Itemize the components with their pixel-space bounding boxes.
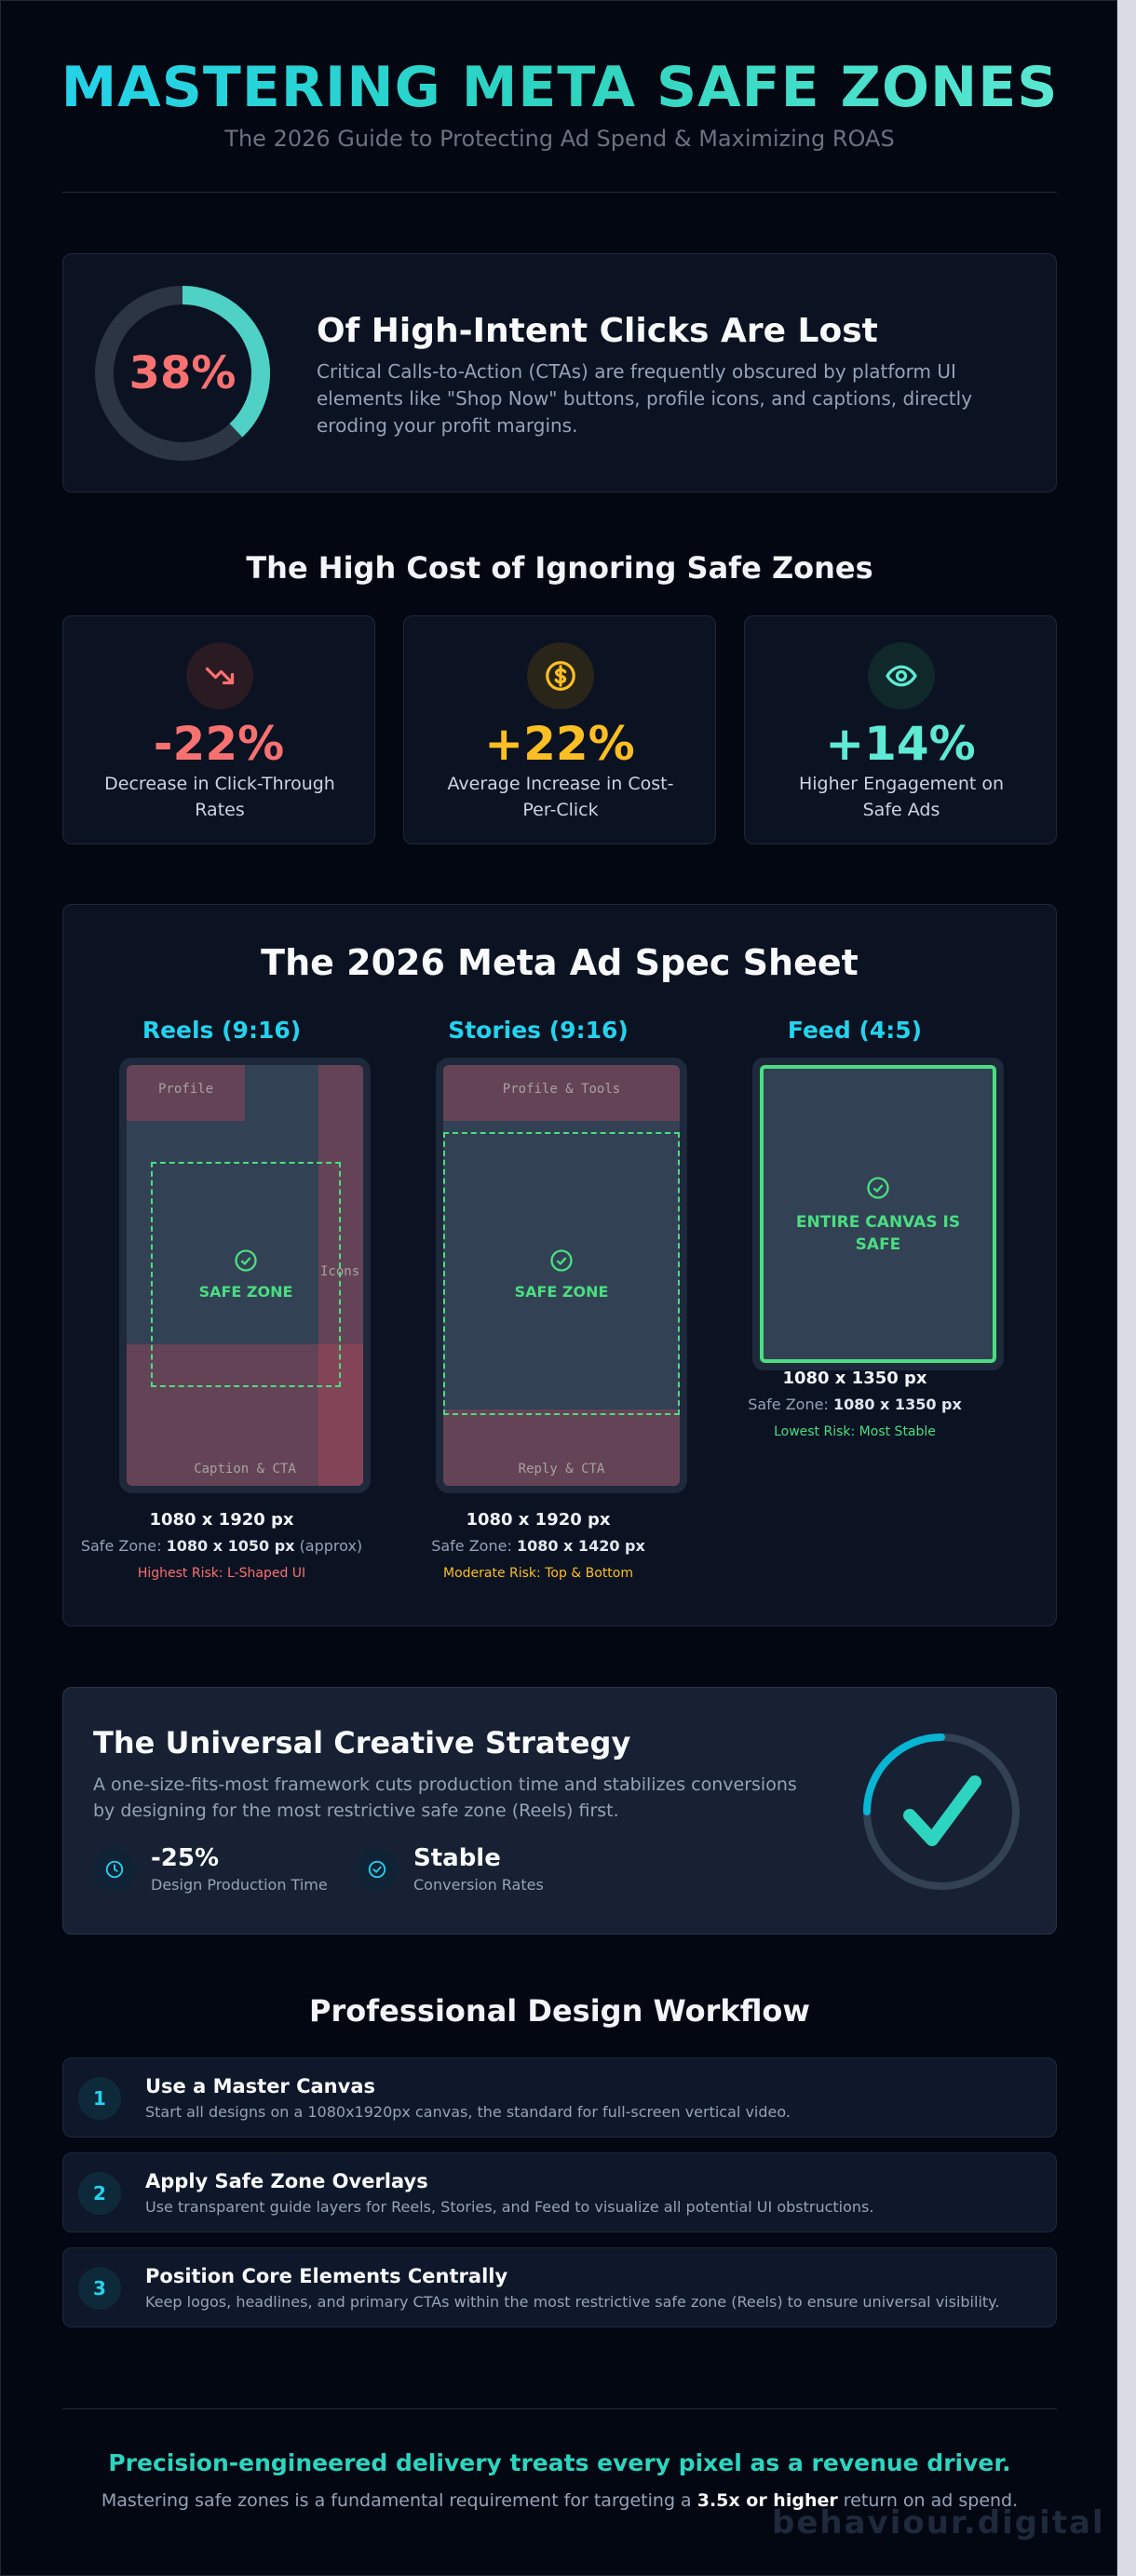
step-number: 1 [78, 2077, 121, 2120]
stories-title: Stories (9:16) [448, 1017, 629, 1044]
reels-safe-zone-outline [151, 1162, 341, 1387]
reels-safe-size: Safe Zone: 1080 x 1050 px (approx) [80, 1537, 363, 1555]
reels-specs: 1080 x 1920 px Safe Zone: 1080 x 1050 px… [63, 1510, 380, 1581]
page-subtitle: The 2026 Guide to Protecting Ad Spend & … [224, 126, 895, 152]
hero-body: Critical Calls-to-Action (CTAs) are freq… [317, 360, 973, 437]
reels-profile-zone [127, 1065, 245, 1121]
reels-safe-label: SAFE ZONE [198, 1283, 293, 1301]
stat-card-ctr: -22% Decrease in Click-Through Rates [62, 615, 375, 844]
step-title: Position Core Elements Centrally [145, 2265, 508, 2287]
reels-dimensions: 1080 x 1920 px [149, 1510, 294, 1530]
reels-risk: Highest Risk: L-Shaped UI [137, 1566, 306, 1581]
stories-dimensions: 1080 x 1920 px [466, 1510, 611, 1530]
strategy-title: The Universal Creative Strategy [93, 1725, 631, 1760]
stat-value: -22% [153, 717, 285, 771]
kpi-conversion: Stable Conversion Rates [356, 1844, 544, 1894]
stories-specs: 1080 x 1920 px Safe Zone: 1080 x 1420 px… [380, 1510, 696, 1581]
stat-card-engagement: +14% Higher Engagement on Safe Ads [744, 615, 1057, 844]
check-circle-icon [867, 1177, 889, 1199]
reels-mockup: Profile Icons Caption & CTA SAFE ZONE [119, 1058, 371, 1493]
stories-safe-label: SAFE ZONE [514, 1283, 609, 1301]
reels-profile-label: Profile [158, 1082, 214, 1097]
step-description: Use transparent guide layers for Reels, … [145, 2198, 874, 2216]
kpi-value: Stable [413, 1844, 501, 1872]
spec-sheet-card: The 2026 Meta Ad Spec Sheet Reels (9:16)… [62, 904, 1057, 1626]
trending-down-icon [186, 642, 253, 709]
feed-safe-label-1: ENTIRE CANVAS IS [795, 1213, 961, 1232]
checkmark-badge-icon [863, 1733, 1020, 1890]
stories-risk: Moderate Risk: Top & Bottom [442, 1566, 633, 1581]
check-circle-icon [356, 1848, 399, 1891]
workflow-title: Professional Design Workflow [309, 1993, 810, 2029]
reels-caption-zone [127, 1344, 363, 1486]
reels-safe-zone: SAFE ZONE [151, 1248, 341, 1301]
reels-title: Reels (9:16) [142, 1017, 302, 1044]
feed-safe-size: Safe Zone: 1080 x 1350 px [748, 1396, 962, 1413]
stat-value: +14% [825, 717, 976, 771]
feed-mockup: ENTIRE CANVAS IS SAFE [752, 1058, 1004, 1370]
hero-heading: Of High-Intent Clicks Are Lost [317, 312, 878, 350]
stat-label: Higher Engagement on Safe Ads [798, 774, 1005, 820]
brand-watermark: behaviour.digital [772, 2504, 1105, 2542]
spec-sheet-title: The 2026 Meta Ad Spec Sheet [261, 942, 859, 983]
strategy-card: The Universal Creative Strategy A one-si… [62, 1687, 1057, 1935]
eye-icon [868, 642, 935, 709]
stories-top-zone [443, 1065, 680, 1121]
workflow-step: 3 Position Core Elements Centrally Keep … [62, 2247, 1057, 2327]
feed-safe-label-2: SAFE [855, 1235, 901, 1254]
stat-label: Average Increase in Cost-Per-Click [447, 774, 674, 820]
stories-safe-zone: SAFE ZONE [443, 1248, 680, 1301]
step-number: 2 [78, 2172, 121, 2215]
closing-line: Mastering safe zones is a fundamental re… [101, 2490, 1019, 2511]
stat-value: +22% [484, 717, 635, 771]
stories-safe-zone-outline [443, 1132, 680, 1415]
workflow-step: 2 Apply Safe Zone Overlays Use transpare… [62, 2152, 1057, 2232]
hero-percent: 38% [128, 347, 237, 399]
kpi-label: Design Production Time [151, 1876, 328, 1894]
stories-top-label: Profile & Tools [502, 1082, 621, 1097]
step-description: Keep logos, headlines, and primary CTAs … [145, 2293, 1000, 2311]
clock-icon [93, 1848, 136, 1891]
hero-stat-card: 38% Of High-Intent Clicks Are Lost Criti… [62, 253, 1057, 492]
kpi-value: -25% [151, 1844, 220, 1872]
feed-column: Feed (4:5) ENTIRE CANVAS IS SAFE 1080 x … [696, 1017, 1013, 1439]
donut-chart [95, 286, 270, 461]
feed-risk: Lowest Risk: Most Stable [774, 1424, 936, 1439]
kpi-label: Conversion Rates [413, 1876, 544, 1894]
step-title: Apply Safe Zone Overlays [145, 2170, 428, 2192]
reels-column: Reels (9:16) Profile Icons Caption & CTA… [63, 1017, 380, 1581]
stories-mockup: Profile & Tools Reply & CTA SAFE ZONE [436, 1058, 687, 1493]
stories-bottom-zone [443, 1409, 680, 1486]
donut-arc [95, 286, 270, 461]
footer-divider [62, 2408, 1057, 2409]
feed-dimensions: 1080 x 1350 px [782, 1369, 927, 1388]
closing-headline: Precision-engineered delivery treats eve… [108, 2449, 1011, 2476]
kpi-production-time: -25% Design Production Time [93, 1844, 328, 1894]
step-title: Use a Master Canvas [145, 2075, 375, 2097]
feed-title: Feed (4:5) [787, 1017, 923, 1044]
stories-bottom-label: Reply & CTA [518, 1462, 605, 1477]
feed-specs: 1080 x 1350 px Safe Zone: 1080 x 1350 px… [696, 1369, 1013, 1439]
stories-safe-size: Safe Zone: 1080 x 1420 px [431, 1537, 645, 1555]
dollar-coin-icon [527, 642, 594, 709]
cost-section-title: The High Cost of Ignoring Safe Zones [246, 550, 873, 586]
check-circle-icon [235, 1249, 257, 1272]
reels-corner-overlap [318, 1344, 363, 1486]
feed-safe-zone: ENTIRE CANVAS IS SAFE [760, 1175, 996, 1256]
header-divider [62, 192, 1057, 193]
feed-safe-outline [760, 1065, 996, 1363]
stat-label: Decrease in Click-Through Rates [104, 774, 335, 820]
step-number: 3 [78, 2267, 121, 2310]
workflow-step: 1 Use a Master Canvas Start all designs … [62, 2057, 1057, 2138]
step-description: Start all designs on a 1080x1920px canva… [145, 2103, 791, 2121]
stories-column: Stories (9:16) Profile & Tools Reply & C… [380, 1017, 696, 1581]
stat-card-cpc: +22% Average Increase in Cost-Per-Click [403, 615, 716, 844]
reels-icons-zone [318, 1065, 363, 1344]
page-title: MASTERING META SAFE ZONES [1, 55, 1116, 120]
check-circle-icon [550, 1249, 573, 1272]
strategy-body: A one-size-fits-most framework cuts prod… [93, 1774, 797, 1821]
reels-caption-label: Caption & CTA [194, 1462, 296, 1477]
